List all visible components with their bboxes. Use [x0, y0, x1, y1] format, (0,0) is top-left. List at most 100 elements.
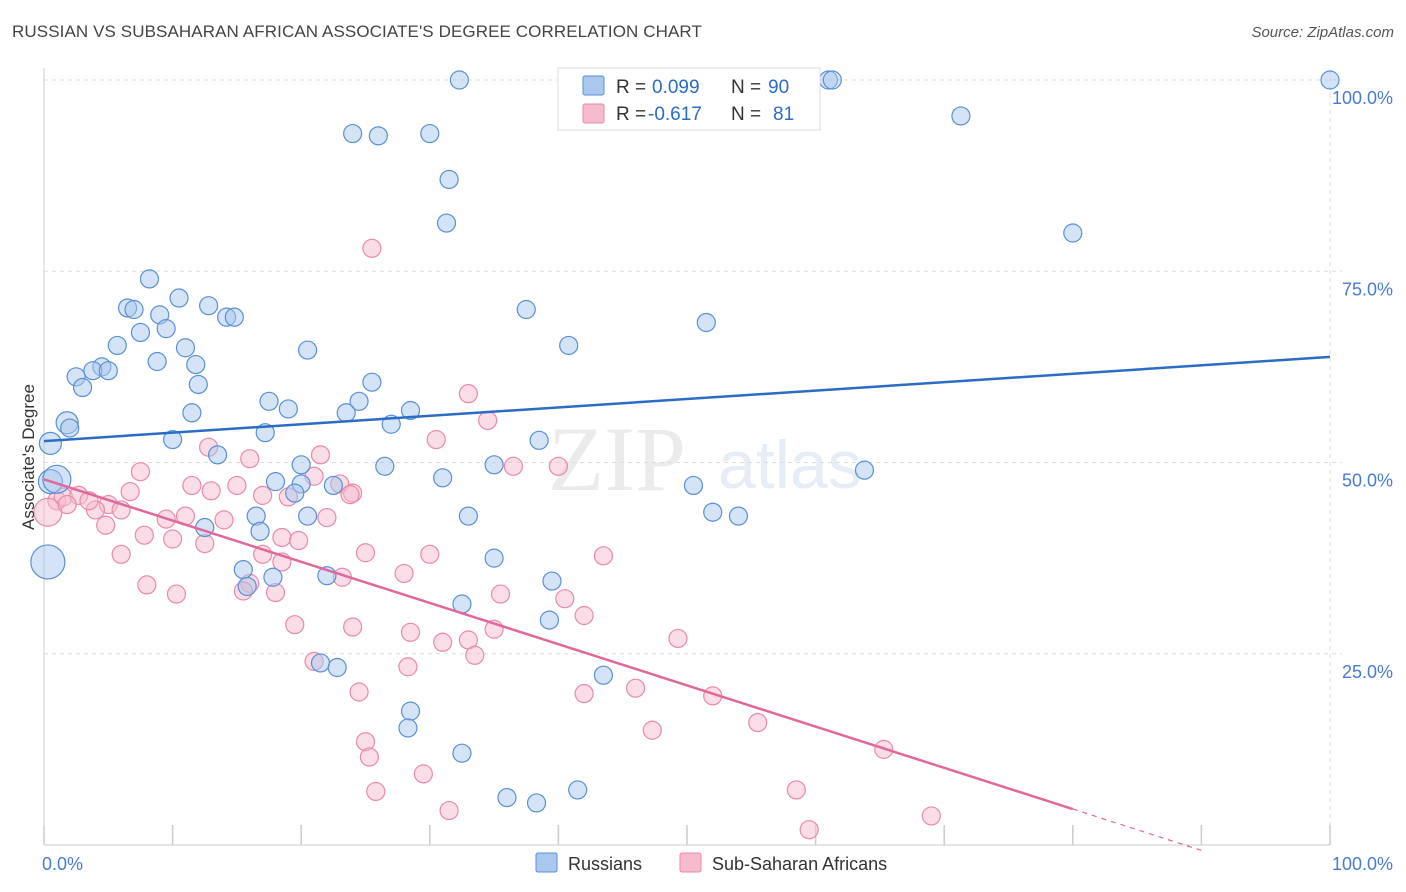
- russians-point: [951, 106, 971, 126]
- ssa-point: [272, 527, 292, 548]
- russians-point: [452, 743, 472, 763]
- bottom-legend-ssa-label: Sub-Saharan Africans: [712, 854, 887, 874]
- legend-russians-r-value: 0.099: [652, 77, 700, 98]
- russians-point: [163, 429, 183, 450]
- russians-point: [484, 455, 504, 475]
- legend-ssa-n-label: N =: [731, 104, 761, 125]
- ssa-point: [574, 605, 594, 626]
- ssa-trend-line-extension: [1072, 808, 1202, 851]
- ssa-point: [668, 628, 688, 649]
- ssa-point: [426, 429, 446, 450]
- russians-point: [278, 399, 298, 419]
- ssa-point: [253, 485, 273, 505]
- ssa-point: [182, 475, 202, 496]
- russians-point: [703, 502, 723, 522]
- ssa-point: [786, 780, 806, 800]
- axes: [43, 68, 1331, 846]
- russians-point: [298, 340, 318, 360]
- russians-point: [199, 296, 219, 316]
- russians-point: [343, 123, 363, 144]
- ssa-point: [96, 515, 116, 535]
- ssa-point: [799, 820, 819, 840]
- russians-point: [107, 335, 127, 356]
- russians-point: [375, 456, 395, 476]
- ssa-point: [420, 544, 440, 564]
- ssa-point: [130, 462, 151, 482]
- watermark-atlas: atlas: [718, 427, 862, 503]
- russians-point: [336, 403, 356, 423]
- legend-ssa-swatch: [582, 103, 605, 124]
- ssa-points: [33, 238, 941, 840]
- ssa-point: [359, 747, 379, 767]
- ssa-point: [289, 530, 309, 551]
- russians-point: [327, 657, 347, 678]
- russians-point: [529, 430, 549, 450]
- russians-point: [362, 372, 382, 392]
- y-axis-title: Associate's Degree: [19, 384, 38, 530]
- ssa-point: [398, 657, 418, 677]
- ssa-point: [574, 683, 594, 704]
- russians-point: [433, 468, 453, 488]
- russians-point: [539, 610, 559, 630]
- russians-point: [484, 548, 504, 568]
- ssa-point: [366, 781, 386, 802]
- y-tick-label: 50.0%: [1342, 471, 1393, 491]
- russians-point: [233, 559, 253, 580]
- ssa-point: [195, 533, 215, 554]
- russians-point: [259, 391, 279, 411]
- ssa-trend-line: [43, 478, 1074, 811]
- russians-point: [559, 335, 579, 356]
- russians-point: [169, 288, 189, 308]
- y-tick-label: 75.0%: [1342, 279, 1393, 299]
- ssa-point: [33, 497, 63, 527]
- russians-point: [263, 567, 283, 587]
- russians-point: [542, 571, 562, 591]
- ssa-point: [490, 584, 511, 604]
- russians-point: [250, 521, 270, 541]
- chart-title: RUSSIAN VS SUBSAHARAN AFRICAN ASSOCIATE'…: [12, 22, 702, 41]
- watermark: ZIP atlas: [548, 408, 862, 510]
- legend-russians-n-value: 90: [768, 77, 789, 98]
- y-tick-labels: 25.0% 50.0% 75.0% 100.0%: [1332, 88, 1393, 682]
- russians-point: [1320, 70, 1340, 90]
- x-tick-left: 0.0%: [42, 854, 83, 874]
- source-label: Source: ZipAtlas.com: [1251, 24, 1394, 41]
- ssa-point: [137, 575, 157, 595]
- bottom-legend-russians-swatch: [535, 852, 558, 873]
- watermark-zip: ZIP: [548, 408, 686, 510]
- ssa-point: [362, 238, 382, 258]
- ssa-point: [439, 800, 459, 821]
- ssa-point: [120, 481, 140, 502]
- ssa-point: [593, 546, 614, 566]
- ssa-point: [201, 481, 221, 501]
- ssa-point: [625, 678, 646, 698]
- russians-point: [368, 126, 388, 146]
- russians-point: [420, 123, 440, 144]
- y-tick-label: 100.0%: [1332, 88, 1393, 108]
- russians-point: [130, 322, 151, 343]
- russians-point: [255, 423, 275, 443]
- russians-point: [398, 718, 418, 738]
- ssa-point: [548, 456, 569, 476]
- russians-point: [30, 544, 66, 580]
- russians-point: [60, 418, 80, 438]
- russians-point: [854, 460, 875, 480]
- russians-point: [400, 701, 421, 721]
- russians-point: [188, 374, 208, 395]
- russians-point: [696, 312, 716, 333]
- stats-legend: R = 0.099 N = 90 R = -0.617 N = 81: [557, 67, 821, 131]
- ssa-point: [748, 712, 768, 733]
- russians-point: [298, 506, 318, 526]
- x-tick-right: 100.0%: [1332, 854, 1393, 874]
- ssa-point: [163, 529, 183, 549]
- russians-point: [175, 338, 196, 358]
- bottom-legend-ssa-swatch: [679, 852, 702, 873]
- legend-russians-n-label: N =: [731, 77, 761, 98]
- ssa-point: [503, 456, 523, 476]
- russians-point: [310, 653, 331, 673]
- ssa-point: [555, 589, 575, 609]
- trend-lines: [43, 355, 1331, 851]
- russians-point: [186, 354, 206, 375]
- russians-point: [208, 445, 228, 465]
- ssa-point: [317, 507, 337, 528]
